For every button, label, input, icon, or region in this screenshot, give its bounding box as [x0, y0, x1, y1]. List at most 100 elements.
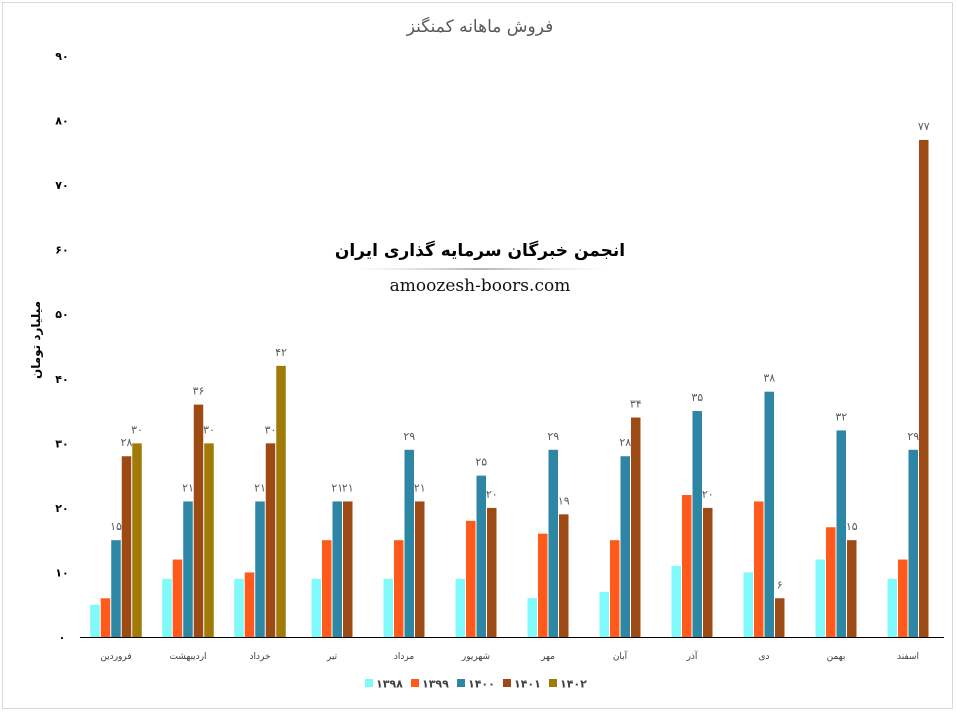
data-label: ۲۹	[547, 430, 559, 443]
legend-swatch	[365, 679, 373, 687]
watermark-title: انجمن خبرگان سرمایه گذاری ایران	[335, 240, 625, 261]
bar	[172, 559, 183, 637]
legend-label: ۱۳۹۸	[376, 678, 403, 691]
legend-swatch	[411, 679, 419, 687]
bar	[183, 501, 193, 637]
bar	[620, 456, 630, 637]
data-label: ۲۱	[182, 481, 194, 494]
watermark: انجمن خبرگان سرمایه گذاری ایران amoozesh…	[335, 240, 625, 296]
x-tick-label: اسفند	[897, 652, 919, 662]
data-label: ۳۴	[630, 398, 642, 411]
watermark-divider	[355, 268, 605, 270]
data-label: ۳۰	[203, 423, 215, 436]
bar	[754, 501, 764, 637]
data-label: ۳۰	[265, 423, 277, 436]
bar	[415, 501, 425, 637]
bar	[826, 527, 836, 637]
bar	[682, 494, 692, 637]
bar	[548, 449, 558, 637]
bar	[404, 449, 414, 637]
bar	[476, 475, 486, 637]
data-label: ۲۰	[702, 488, 714, 501]
chart-title: فروش ماهانه کمنگنز	[406, 16, 554, 37]
data-label: ۳۵	[691, 391, 703, 404]
bar	[265, 443, 276, 637]
legend-swatch	[457, 679, 465, 687]
x-tick-label: خرداد	[249, 652, 270, 662]
bar	[162, 578, 172, 637]
bar	[610, 540, 620, 637]
bar	[100, 598, 111, 637]
x-tick-label: مرداد	[394, 652, 414, 662]
data-label: ۲۱	[254, 481, 266, 494]
data-label: ۳۰	[131, 423, 143, 436]
bar	[466, 520, 476, 637]
data-label: ۲۵	[475, 456, 487, 469]
y-tick-label: ۳۰	[55, 437, 68, 450]
legend-label: ۱۴۰۰	[468, 678, 495, 691]
legend-swatch	[503, 679, 511, 687]
bar	[847, 540, 857, 637]
bar	[815, 559, 825, 637]
bar	[311, 578, 321, 637]
legend-swatch	[549, 679, 557, 687]
bar	[703, 507, 713, 637]
bar	[322, 540, 332, 637]
bar	[692, 411, 702, 637]
y-tick-label: ۸۰	[55, 115, 68, 128]
bar	[132, 443, 142, 637]
x-tick-label: آبان	[613, 650, 628, 662]
data-label: ۳۲	[835, 410, 847, 423]
x-tick-label: تیر	[326, 652, 338, 662]
bar	[332, 501, 342, 637]
data-label: ۲۹	[907, 430, 919, 443]
legend-label: ۱۴۰۲	[560, 678, 587, 691]
bar	[908, 449, 918, 637]
data-label: ۲۱	[342, 481, 354, 494]
bar	[743, 572, 753, 637]
data-label: ۲۱	[414, 481, 426, 494]
data-label: ۲۹	[403, 430, 415, 443]
data-label: ۳۸	[763, 372, 775, 385]
data-label: ۲۸	[121, 436, 133, 449]
bar	[764, 391, 774, 637]
x-tick-label: آذر	[686, 650, 698, 662]
legend-label: ۱۴۰۱	[514, 678, 541, 691]
data-label: ۶	[777, 578, 783, 591]
y-tick-label: ۵۰	[55, 308, 68, 321]
y-tick-label: ۹۰	[55, 50, 68, 63]
data-label: ۳۶	[193, 385, 205, 398]
data-label: ۴۲	[275, 346, 287, 359]
bar	[599, 591, 609, 637]
bar	[90, 604, 100, 637]
bar	[204, 443, 214, 637]
x-tick-label: اردیبهشت	[169, 652, 206, 662]
x-tick-label: بهمن	[827, 652, 846, 662]
bar	[343, 501, 353, 637]
y-tick-label: ۱۰	[55, 566, 68, 579]
y-tick-label: ۲۰	[55, 502, 68, 515]
data-label: ۱۵	[110, 520, 122, 533]
bar	[111, 540, 121, 637]
bar	[527, 598, 537, 637]
bar	[898, 559, 908, 637]
bar	[887, 578, 897, 637]
bar	[193, 404, 204, 637]
bar	[559, 514, 569, 637]
y-tick-label: ۰	[59, 631, 66, 644]
bar	[394, 540, 404, 637]
y-tick-label: ۴۰	[55, 373, 68, 386]
data-label: ۲۸	[619, 436, 631, 449]
data-label: ۲۱	[331, 481, 343, 494]
legend-label: ۱۳۹۹	[422, 678, 449, 691]
bar	[836, 430, 846, 637]
bar	[919, 139, 929, 637]
data-label: ۷۷	[918, 120, 930, 133]
bar	[121, 456, 132, 637]
bar	[538, 533, 548, 637]
watermark-url: amoozesh-boors.com	[390, 276, 571, 296]
x-tick-label: مهر	[540, 652, 555, 662]
x-tick-label: فروردین	[100, 652, 131, 662]
bar	[383, 578, 393, 637]
